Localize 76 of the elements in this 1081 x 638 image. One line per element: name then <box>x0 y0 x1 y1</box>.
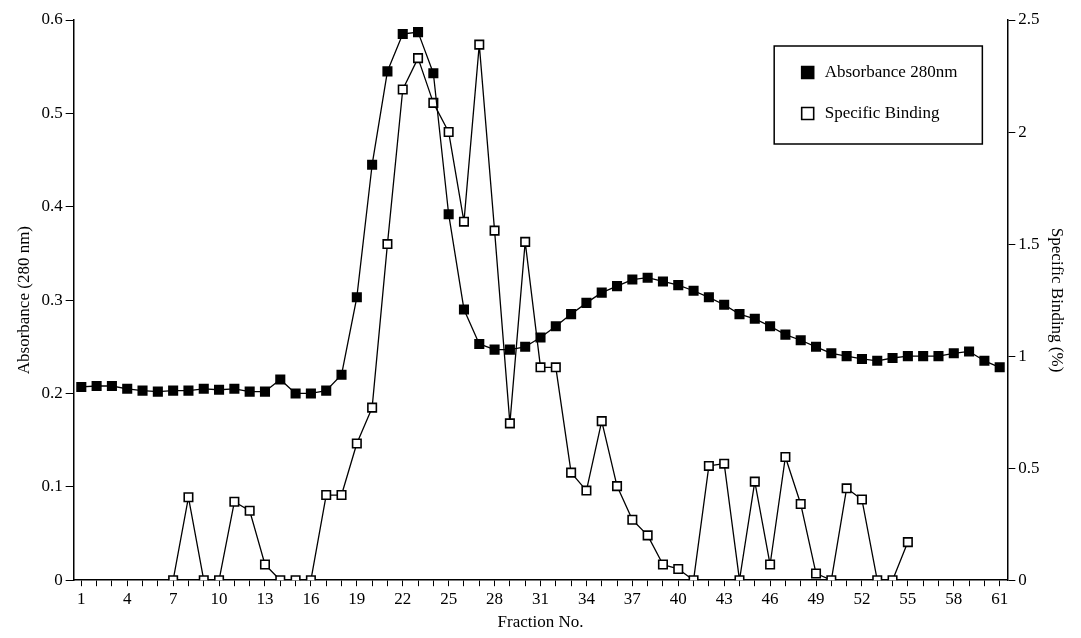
x-tick-label: 7 <box>168 588 178 608</box>
point <box>413 53 424 64</box>
point <box>581 485 592 496</box>
point <box>765 559 776 570</box>
point <box>627 514 638 525</box>
x-tick-label: 34 <box>577 588 596 608</box>
x-tick-label: 40 <box>669 588 687 608</box>
x-tick-label: 55 <box>899 588 917 608</box>
point <box>810 568 822 579</box>
y-tick-label: 0.4 <box>41 196 64 216</box>
x-tick-label: 31 <box>532 588 549 608</box>
point <box>489 225 500 236</box>
x-tick-label: 25 <box>440 588 458 608</box>
point <box>642 530 653 541</box>
point <box>902 537 913 548</box>
x-tick-label: 52 <box>853 588 871 608</box>
y-tick-label: 0.5 <box>41 102 63 122</box>
y-tick-label: 0.2 <box>41 382 63 402</box>
point <box>673 563 684 575</box>
point <box>795 498 806 510</box>
point <box>535 362 546 373</box>
y-tick-label: 0.6 <box>41 9 63 29</box>
legend-label: Specific Binding <box>824 102 940 122</box>
point <box>229 496 240 507</box>
x-tick-label: 37 <box>623 588 642 608</box>
y2-tick-label: 2.5 <box>1018 9 1040 29</box>
y2-axis-title: Specific Binding (%) <box>1048 227 1068 373</box>
legend-label: Absorbance 280nm <box>824 61 958 81</box>
y2-tick-label: 0.5 <box>1018 457 1040 477</box>
point <box>504 418 515 429</box>
y2-tick-label: 1 <box>1018 345 1027 365</box>
point <box>611 481 623 492</box>
x-tick-label: 13 <box>256 588 274 608</box>
point <box>520 236 531 247</box>
x-tick-label: 16 <box>302 588 320 608</box>
point <box>474 39 485 50</box>
point <box>367 402 378 413</box>
point <box>351 438 362 449</box>
x-tick-label: 58 <box>945 588 963 608</box>
x-tick-label: 19 <box>348 588 366 608</box>
point <box>657 559 668 570</box>
y2-tick-label: 2 <box>1018 121 1027 141</box>
y2-tick-label: 1.5 <box>1018 233 1040 253</box>
x-tick-label: 4 <box>122 588 132 608</box>
point <box>596 416 607 427</box>
point <box>321 490 332 501</box>
x-tick-label: 61 <box>991 588 1009 608</box>
x-tick-label: 43 <box>715 588 733 608</box>
point <box>397 84 408 95</box>
x-tick-label: 49 <box>807 588 825 608</box>
x-axis-title: Fraction No. <box>497 612 584 632</box>
point <box>703 460 714 471</box>
y-tick-label: 0.3 <box>41 289 63 309</box>
point <box>841 483 852 494</box>
x-tick-label: 46 <box>761 588 779 608</box>
point <box>566 467 577 478</box>
point <box>780 451 791 462</box>
point <box>382 239 393 250</box>
x-tick-label: 10 <box>210 588 228 608</box>
x-tick-label: 22 <box>394 588 412 608</box>
point <box>749 476 760 487</box>
y2-tick-label: 0 <box>1018 569 1027 589</box>
x-tick-label: 28 <box>486 588 504 608</box>
point <box>458 216 470 227</box>
x-tick-label: 1 <box>77 588 86 608</box>
point <box>719 458 730 469</box>
point <box>856 494 867 505</box>
point <box>259 559 271 570</box>
y-tick-label: 0.1 <box>41 476 63 496</box>
point <box>550 362 561 373</box>
point <box>183 492 194 503</box>
point <box>336 490 347 501</box>
y-tick-label: 0 <box>54 569 63 589</box>
y-axis-title: Absorbance (280 nm) <box>13 225 33 375</box>
point <box>244 505 255 516</box>
point <box>443 127 454 138</box>
